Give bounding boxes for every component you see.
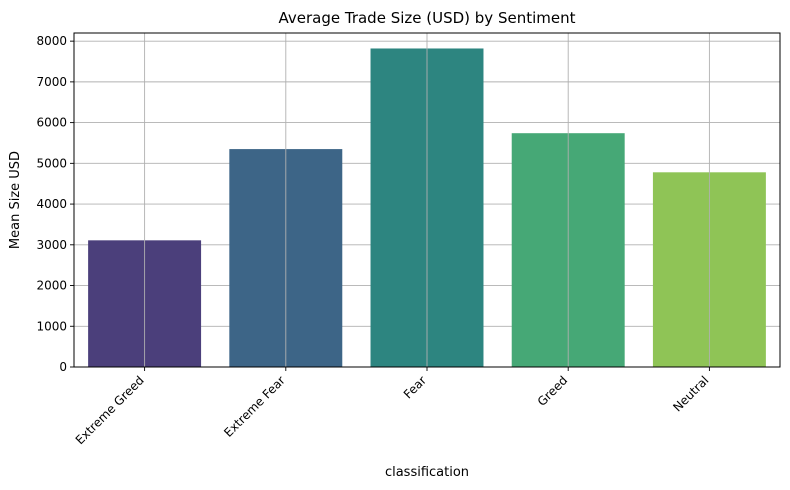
y-tick-label: 6000 bbox=[36, 116, 67, 130]
x-tick-label: Fear bbox=[401, 373, 429, 401]
x-gridlines bbox=[144, 33, 710, 367]
x-tick-label: Neutral bbox=[670, 373, 711, 414]
chart-title: Average Trade Size (USD) by Sentiment bbox=[279, 9, 576, 27]
y-tick-label: 5000 bbox=[36, 156, 67, 170]
y-tick-label: 2000 bbox=[36, 279, 67, 293]
y-tick-label: 0 bbox=[59, 360, 67, 374]
x-axis-ticks: Extreme Greed Extreme Fear Fear Greed Neutra… bbox=[73, 367, 712, 447]
y-tick-label: 7000 bbox=[36, 75, 67, 89]
y-tick-label: 3000 bbox=[36, 238, 67, 252]
y-tick-label: 8000 bbox=[36, 34, 67, 48]
x-tick-label: Extreme Greed bbox=[73, 373, 147, 447]
y-axis-label: Mean Size USD bbox=[8, 151, 23, 249]
x-tick-label: Extreme Fear bbox=[221, 373, 288, 440]
y-axis-ticks: 0 1000 2000 3000 4000 5000 6000 7000 8000 bbox=[36, 34, 74, 374]
y-tick-label: 1000 bbox=[36, 319, 67, 333]
x-axis-label: classification bbox=[385, 465, 469, 480]
x-tick-label: Greed bbox=[535, 373, 571, 409]
y-tick-label: 4000 bbox=[36, 197, 67, 211]
